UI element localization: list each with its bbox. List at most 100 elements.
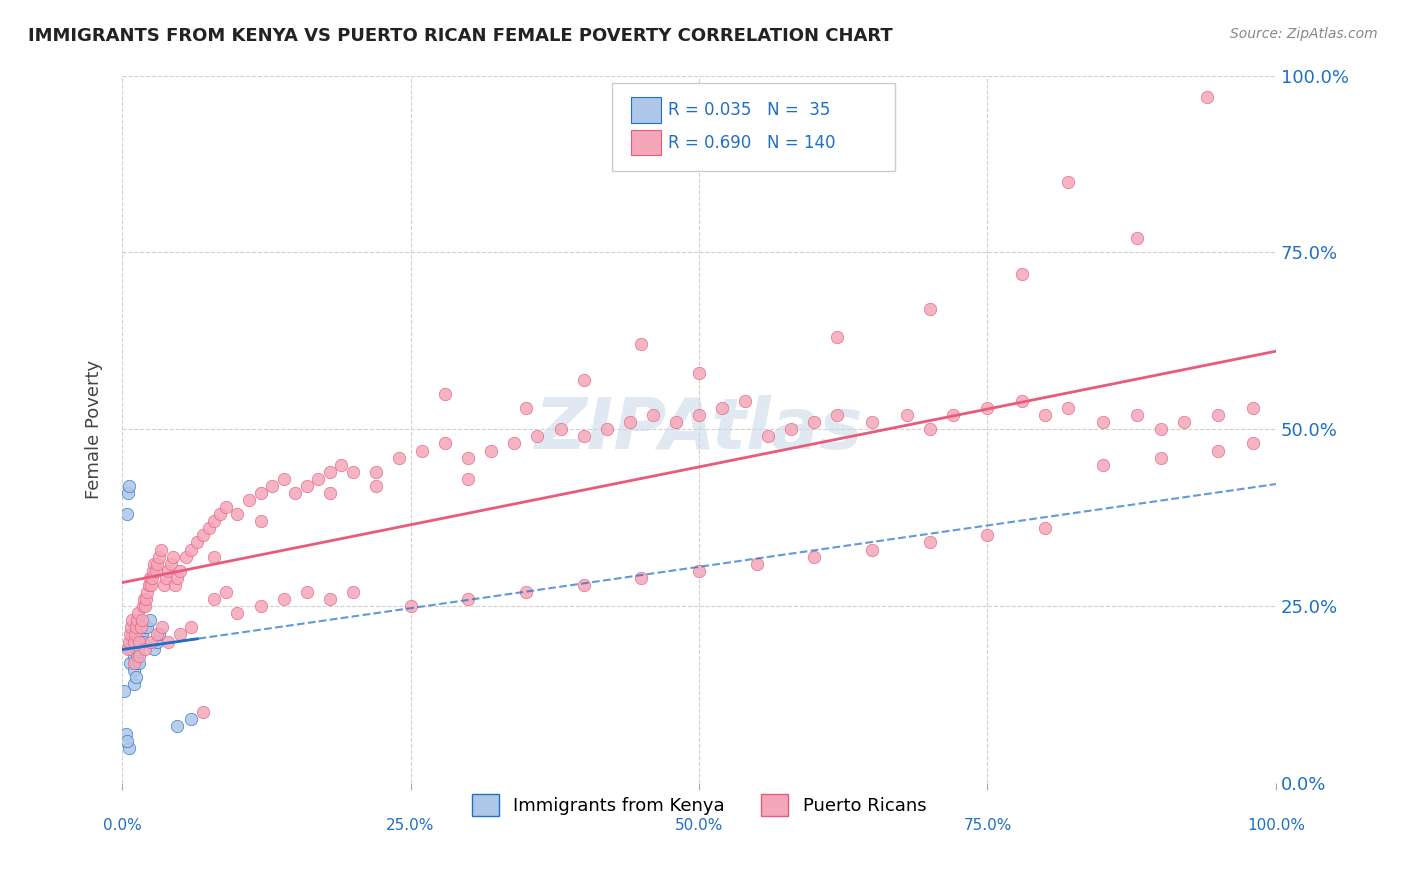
Point (174, 549, 197, 564)
Point (131, 613, 153, 627)
Point (155, 571, 177, 585)
Point (124, 620, 146, 634)
Point (238, 493, 260, 508)
Point (128, 648, 150, 663)
Point (976, 401, 998, 415)
Point (1091, 458, 1114, 472)
Point (860, 542, 883, 557)
Point (152, 578, 174, 592)
Point (342, 465, 364, 479)
Point (803, 549, 825, 564)
Bar (631, 130, 661, 155)
Point (226, 606, 249, 620)
Point (145, 557, 167, 571)
Point (319, 486, 342, 500)
Y-axis label: Female Poverty: Female Poverty (86, 359, 103, 499)
Point (918, 535, 941, 549)
Point (117, 486, 139, 500)
Point (1057, 175, 1080, 189)
Point (138, 578, 160, 592)
Point (124, 627, 146, 641)
Point (918, 422, 941, 436)
Point (330, 458, 353, 472)
Point (411, 443, 433, 458)
Point (215, 500, 238, 515)
Point (319, 465, 342, 479)
Point (114, 726, 136, 740)
Point (129, 627, 152, 641)
Point (976, 528, 998, 542)
Text: 0.0%: 0.0% (103, 819, 142, 833)
Point (364, 479, 387, 493)
Point (942, 408, 965, 422)
Point (125, 620, 148, 634)
Point (125, 670, 148, 684)
Point (630, 571, 652, 585)
Point (457, 592, 479, 607)
Point (112, 684, 135, 698)
Point (526, 429, 548, 443)
Point (249, 514, 271, 528)
Point (434, 387, 457, 401)
Point (142, 564, 165, 578)
Point (134, 599, 156, 614)
Point (249, 599, 271, 614)
Point (827, 408, 849, 422)
Legend: Immigrants from Kenya, Puerto Ricans: Immigrants from Kenya, Puerto Ricans (464, 787, 934, 823)
FancyBboxPatch shape (613, 83, 896, 171)
Point (918, 301, 941, 316)
Point (688, 408, 710, 422)
Point (572, 578, 595, 592)
Point (152, 620, 174, 634)
Point (127, 641, 149, 656)
Point (295, 479, 318, 493)
Bar (631, 97, 661, 123)
Point (1206, 443, 1229, 458)
Point (122, 648, 145, 663)
Point (121, 613, 143, 627)
Point (572, 429, 595, 443)
Point (180, 542, 202, 557)
Point (457, 472, 479, 486)
Point (860, 415, 883, 429)
Point (125, 656, 148, 670)
Point (120, 656, 142, 670)
Point (273, 472, 295, 486)
Point (145, 564, 167, 578)
Point (165, 578, 187, 592)
Point (1011, 267, 1033, 281)
Point (148, 549, 170, 564)
Point (129, 620, 152, 634)
Point (127, 606, 149, 620)
Point (1091, 415, 1114, 429)
Point (120, 627, 142, 641)
Point (186, 535, 208, 549)
Point (479, 443, 502, 458)
Point (619, 415, 641, 429)
Point (734, 394, 756, 409)
Point (122, 634, 145, 648)
Point (115, 507, 138, 521)
Point (364, 465, 387, 479)
Point (1011, 394, 1033, 409)
Point (202, 549, 225, 564)
Point (434, 436, 457, 450)
Point (197, 521, 219, 535)
Point (136, 620, 159, 634)
Point (711, 401, 734, 415)
Point (125, 613, 148, 627)
Point (150, 542, 173, 557)
Point (180, 620, 202, 634)
Point (141, 571, 163, 585)
Point (780, 422, 803, 436)
Point (166, 571, 188, 585)
Point (515, 585, 537, 599)
Point (125, 648, 148, 663)
Point (388, 450, 411, 465)
Point (515, 401, 537, 415)
Point (121, 627, 143, 641)
Point (132, 599, 155, 614)
Point (1149, 422, 1171, 436)
Text: 50.0%: 50.0% (675, 819, 723, 833)
Point (129, 620, 152, 634)
